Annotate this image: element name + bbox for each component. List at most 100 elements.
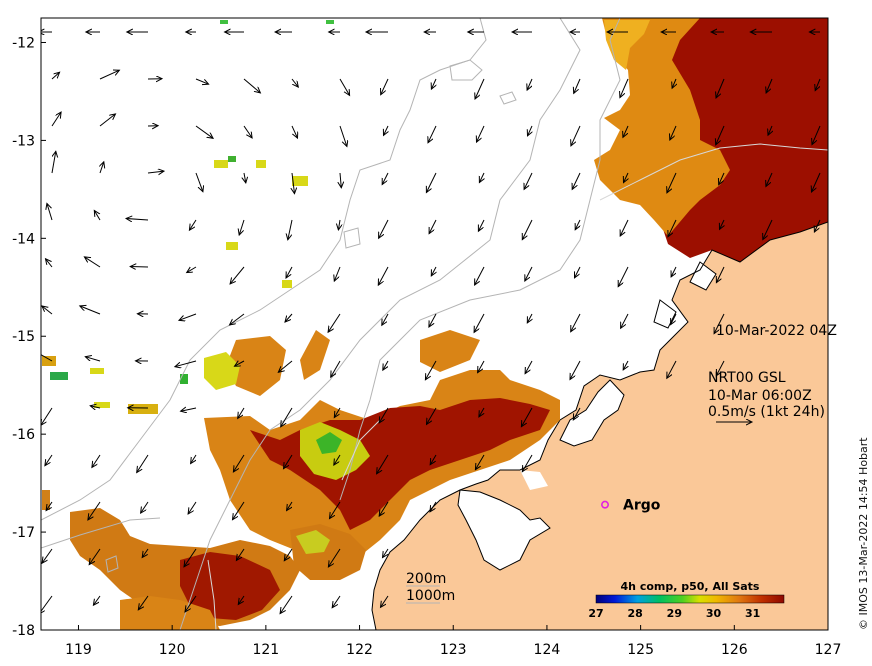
current-arrow: [475, 454, 485, 470]
current-arrow: [574, 78, 581, 93]
current-arrow: [334, 266, 341, 281]
current-arrow: [284, 548, 293, 561]
current-arrow: [527, 78, 533, 90]
y-tick-label: -16: [12, 427, 35, 443]
isobath-200m: [41, 18, 487, 521]
current-arrow: [378, 266, 389, 285]
current-arrow: [475, 78, 485, 99]
coastline: [371, 221, 828, 630]
current-arrow: [89, 548, 101, 565]
current-arrow: [623, 125, 629, 137]
current-arrow: [763, 219, 773, 240]
current-arrow: [339, 78, 350, 95]
current-arrow: [88, 501, 101, 520]
current-arrow: [243, 78, 260, 93]
current-arrow: [479, 407, 484, 417]
sst-timestamp: 10-Mar-2022 04Z: [716, 323, 837, 339]
current-arrow: [334, 407, 341, 418]
legend-200m-label: 200m: [406, 571, 446, 587]
current-arrow: [328, 548, 341, 567]
current-arrow: [571, 313, 581, 332]
current-arrow: [623, 360, 628, 370]
current-arrow: [141, 501, 149, 513]
isobath-east: [599, 143, 828, 201]
current-arrow: [575, 266, 581, 278]
current-arrow: [233, 501, 245, 520]
current-arrow: [768, 125, 772, 135]
current-arrow: [429, 313, 437, 327]
current-arrow: [331, 360, 341, 377]
current-arrow: [288, 219, 293, 240]
current-arrow: [84, 257, 101, 268]
current-arrow: [620, 219, 629, 236]
current-arrow: [572, 172, 581, 189]
current-arrow: [287, 501, 293, 511]
current-arrow: [244, 172, 246, 183]
x-tick-label: 119: [65, 642, 92, 658]
current-arrow: [46, 259, 53, 268]
current-arrow: [427, 407, 437, 424]
current-arrow: [175, 360, 197, 367]
current-arrow: [338, 219, 340, 230]
current-arrow: [328, 313, 341, 332]
current-arrow: [671, 313, 677, 325]
y-tick-label: -12: [12, 35, 35, 51]
current-arrow: [286, 266, 293, 278]
current-arrow: [42, 548, 53, 563]
current-arrow: [185, 595, 197, 612]
current-arrow: [431, 78, 436, 89]
map-frame: [40, 17, 829, 631]
current-arrow: [377, 454, 389, 474]
current-arrow: [45, 454, 53, 466]
current-arrow: [382, 172, 389, 185]
current-arrow: [291, 125, 298, 138]
current-arrow: [672, 78, 676, 88]
current-arrow: [621, 313, 629, 328]
isobath-south: [207, 419, 381, 630]
current-arrow: [384, 125, 389, 135]
current-product-label: NRT00 GSL: [708, 370, 786, 386]
current-arrow: [431, 266, 436, 276]
current-arrow: [42, 306, 53, 315]
current-arrow: [766, 172, 773, 187]
current-arrow: [812, 125, 821, 145]
current-arrow: [100, 162, 104, 174]
colorbar-ticks: 27 28 29 30 31: [588, 607, 760, 620]
king-sound-inlet: [458, 490, 550, 570]
current-arrow: [51, 151, 56, 174]
current-arrow: [179, 313, 197, 320]
current-arrow: [92, 454, 101, 467]
current-arrow: [99, 114, 116, 127]
current-arrow: [716, 125, 725, 145]
current-arrow: [191, 454, 197, 464]
current-arrow: [525, 360, 533, 374]
current-arrow: [280, 595, 293, 614]
current-arrow: [670, 125, 677, 140]
current-arrow: [184, 548, 197, 567]
current-arrow: [188, 501, 197, 514]
current-arrow: [525, 266, 533, 281]
shoal-contour: [105, 59, 517, 573]
current-arrow: [142, 548, 149, 558]
sst-patch-south-coast-yellow: [296, 530, 330, 554]
current-arrow: [85, 357, 101, 362]
current-arrow: [528, 125, 533, 136]
current-arrow: [430, 454, 437, 465]
y-tick-label: -15: [12, 329, 35, 345]
x-tick-label: 124: [534, 642, 561, 658]
current-arrow: [147, 171, 164, 173]
current-arrow: [340, 172, 341, 188]
current-arrow: [429, 219, 437, 234]
current-arrow: [381, 78, 389, 95]
current-arrow: [130, 267, 149, 268]
current-arrow: [51, 72, 60, 80]
argo-float-marker[interactable]: [601, 500, 610, 509]
current-arrow: [238, 407, 245, 418]
current-arrow: [230, 313, 245, 325]
current-arrow: [382, 313, 389, 325]
current-arrow: [334, 454, 341, 465]
x-tick-label: 127: [815, 642, 842, 658]
colorbar-tick-label: 31: [745, 607, 760, 620]
current-arrow: [620, 78, 629, 98]
current-arrow: [292, 172, 295, 194]
